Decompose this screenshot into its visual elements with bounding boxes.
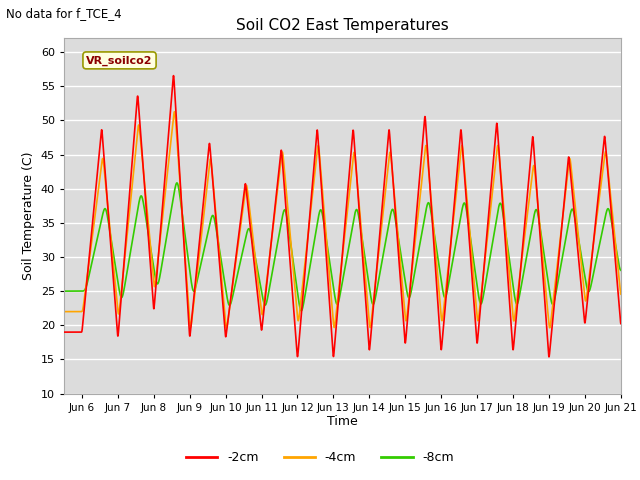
-4cm xyxy=(223,325,230,331)
-2cm xyxy=(606,197,614,203)
Y-axis label: Soil Temperature (C): Soil Temperature (C) xyxy=(22,152,35,280)
-8cm xyxy=(298,307,306,313)
Line: -8cm: -8cm xyxy=(64,183,621,311)
-2cm xyxy=(170,73,177,79)
Line: -2cm: -2cm xyxy=(64,76,621,357)
-8cm xyxy=(298,308,305,313)
-2cm xyxy=(617,321,625,326)
-4cm xyxy=(274,183,282,189)
-4cm xyxy=(171,109,179,115)
-2cm xyxy=(124,216,131,222)
Title: Soil CO2 East Temperatures: Soil CO2 East Temperatures xyxy=(236,18,449,33)
X-axis label: Time: Time xyxy=(327,415,358,429)
-4cm xyxy=(60,309,68,314)
-4cm xyxy=(617,291,625,297)
-8cm xyxy=(547,293,554,299)
-4cm xyxy=(157,233,164,239)
-8cm xyxy=(606,212,614,217)
-2cm xyxy=(157,227,164,233)
-2cm xyxy=(547,343,554,349)
Text: No data for f_TCE_4: No data for f_TCE_4 xyxy=(6,7,122,20)
-8cm xyxy=(274,240,282,245)
-2cm xyxy=(298,306,306,312)
-4cm xyxy=(298,288,306,293)
Line: -4cm: -4cm xyxy=(64,112,621,328)
-4cm xyxy=(547,324,554,329)
Legend: -2cm, -4cm, -8cm: -2cm, -4cm, -8cm xyxy=(181,446,459,469)
-2cm xyxy=(274,179,282,184)
-2cm xyxy=(60,329,68,335)
-8cm xyxy=(173,180,180,186)
-8cm xyxy=(124,266,131,272)
-8cm xyxy=(157,270,164,276)
-8cm xyxy=(617,267,625,273)
-2cm xyxy=(545,354,553,360)
-4cm xyxy=(606,190,614,195)
-4cm xyxy=(124,228,131,234)
-8cm xyxy=(60,288,68,294)
Text: VR_soilco2: VR_soilco2 xyxy=(86,55,153,66)
